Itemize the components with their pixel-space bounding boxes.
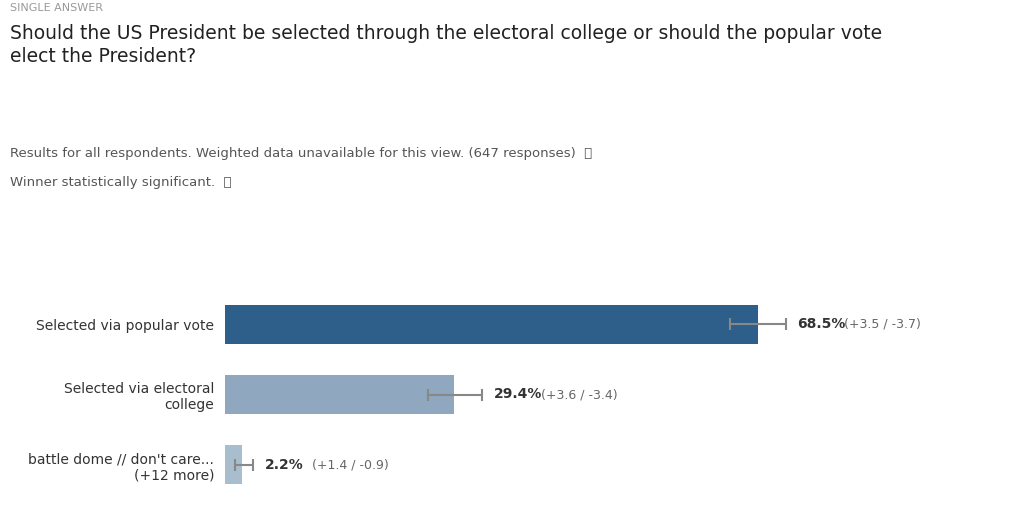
Text: 2.2%: 2.2% — [265, 458, 304, 472]
Text: 29.4%: 29.4% — [494, 388, 542, 401]
Bar — [225, 305, 759, 343]
Bar — [225, 446, 243, 484]
Text: SINGLE ANSWER: SINGLE ANSWER — [10, 3, 103, 13]
Text: (+1.4 / -0.9): (+1.4 / -0.9) — [308, 458, 388, 471]
Text: Should the US President be selected through the electoral college or should the : Should the US President be selected thro… — [10, 24, 883, 66]
Text: Results for all respondents. Weighted data unavailable for this view. (647 respo: Results for all respondents. Weighted da… — [10, 147, 593, 160]
Text: Winner statistically significant.  ⓘ: Winner statistically significant. ⓘ — [10, 176, 231, 189]
Text: (+3.6 / -3.4): (+3.6 / -3.4) — [537, 388, 617, 401]
Bar — [225, 375, 454, 414]
Text: 68.5%: 68.5% — [798, 317, 846, 331]
Text: (+3.5 / -3.7): (+3.5 / -3.7) — [840, 318, 921, 331]
